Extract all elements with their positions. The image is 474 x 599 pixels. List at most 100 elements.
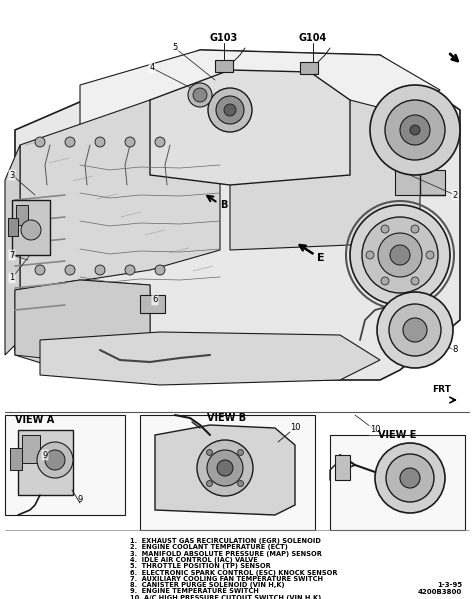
Circle shape — [411, 277, 419, 285]
Circle shape — [193, 88, 207, 102]
Circle shape — [377, 292, 453, 368]
Text: VIEW E: VIEW E — [378, 430, 416, 440]
Bar — [18, 430, 73, 495]
Polygon shape — [15, 50, 460, 380]
Circle shape — [362, 217, 438, 293]
Circle shape — [217, 460, 233, 476]
Circle shape — [155, 265, 165, 275]
Text: VIEW B: VIEW B — [208, 413, 246, 423]
Polygon shape — [150, 70, 350, 185]
Polygon shape — [40, 332, 380, 385]
Circle shape — [389, 304, 441, 356]
Circle shape — [35, 265, 45, 275]
Text: 9: 9 — [42, 450, 47, 459]
Text: 1-3-95: 1-3-95 — [437, 582, 462, 588]
Circle shape — [188, 83, 212, 107]
Circle shape — [21, 220, 41, 240]
Circle shape — [403, 318, 427, 342]
Text: 2: 2 — [452, 190, 457, 199]
Bar — [22, 435, 40, 463]
Text: 3: 3 — [9, 171, 15, 180]
Text: 5: 5 — [173, 44, 178, 53]
Circle shape — [381, 225, 389, 233]
Text: 10: 10 — [370, 425, 380, 434]
Circle shape — [400, 468, 420, 488]
Circle shape — [45, 450, 65, 470]
Circle shape — [350, 205, 450, 305]
Circle shape — [95, 137, 105, 147]
Circle shape — [216, 96, 244, 124]
Text: 10: 10 — [290, 423, 301, 432]
Text: 5.  THROTTLE POSITION (TP) SENSOR: 5. THROTTLE POSITION (TP) SENSOR — [130, 563, 271, 569]
Circle shape — [37, 442, 73, 478]
Circle shape — [237, 449, 244, 455]
Circle shape — [386, 454, 434, 502]
Text: 4.  IDLE AIR CONTROL (IAC) VALVE: 4. IDLE AIR CONTROL (IAC) VALVE — [130, 557, 258, 563]
Circle shape — [426, 251, 434, 259]
Circle shape — [385, 100, 445, 160]
Circle shape — [366, 251, 374, 259]
Circle shape — [208, 88, 252, 132]
Text: 4: 4 — [149, 63, 155, 72]
Text: G104: G104 — [299, 33, 327, 43]
Polygon shape — [15, 280, 150, 370]
Text: 8.  CANISTER PURGE SOLENOID (VIN H,K): 8. CANISTER PURGE SOLENOID (VIN H,K) — [130, 582, 284, 588]
Polygon shape — [230, 100, 420, 250]
Circle shape — [381, 277, 389, 285]
Bar — [330, 435, 465, 530]
Circle shape — [390, 245, 410, 265]
Text: 10. A/C HIGH PRESSURE CUTOUT SWITCH (VIN H,K): 10. A/C HIGH PRESSURE CUTOUT SWITCH (VIN… — [130, 595, 321, 599]
Circle shape — [95, 265, 105, 275]
Bar — [335, 455, 350, 480]
Bar — [10, 448, 22, 470]
Text: FRT: FRT — [432, 386, 451, 395]
Text: G103: G103 — [210, 33, 238, 43]
Polygon shape — [5, 145, 20, 355]
Circle shape — [207, 449, 212, 455]
Text: 7: 7 — [9, 250, 15, 259]
Bar — [8, 218, 18, 236]
Text: 1.  EXHAUST GAS RECIRCULATION (EGR) SOLENOID: 1. EXHAUST GAS RECIRCULATION (EGR) SOLEN… — [130, 538, 321, 544]
Polygon shape — [80, 50, 440, 130]
Bar — [215, 60, 233, 72]
Circle shape — [125, 137, 135, 147]
Text: 6: 6 — [152, 295, 158, 304]
Circle shape — [411, 225, 419, 233]
Text: VIEW A: VIEW A — [15, 415, 55, 425]
Circle shape — [65, 137, 75, 147]
Text: 4200B3800: 4200B3800 — [418, 589, 462, 595]
Polygon shape — [15, 280, 150, 375]
Circle shape — [237, 480, 244, 486]
Bar — [16, 205, 28, 225]
Bar — [140, 415, 315, 530]
Circle shape — [410, 125, 420, 135]
Bar — [140, 295, 165, 313]
Text: 8: 8 — [452, 346, 458, 355]
Text: 9.  ENGINE TEMPERATURE SWITCH: 9. ENGINE TEMPERATURE SWITCH — [130, 588, 259, 594]
Bar — [12, 200, 50, 255]
Circle shape — [375, 443, 445, 513]
Polygon shape — [20, 100, 220, 290]
Circle shape — [370, 85, 460, 175]
Text: E: E — [317, 253, 325, 263]
Circle shape — [197, 440, 253, 496]
Circle shape — [224, 104, 236, 116]
Text: 7.  AUXILIARY COOLING FAN TEMPERATURE SWITCH: 7. AUXILIARY COOLING FAN TEMPERATURE SWI… — [130, 576, 323, 582]
Text: 3.  MANIFOLD ABSOLUTE PRESSURE (MAP) SENSOR: 3. MANIFOLD ABSOLUTE PRESSURE (MAP) SENS… — [130, 550, 322, 556]
Circle shape — [155, 137, 165, 147]
Text: B: B — [220, 200, 228, 210]
Circle shape — [65, 265, 75, 275]
Circle shape — [400, 115, 430, 145]
Text: 6.  ELECTRONIC SPARK CONTROL (ESC) KNOCK SENSOR: 6. ELECTRONIC SPARK CONTROL (ESC) KNOCK … — [130, 570, 337, 576]
Text: 9: 9 — [77, 495, 82, 504]
Bar — [395, 170, 445, 195]
Circle shape — [35, 137, 45, 147]
Text: 1: 1 — [9, 274, 15, 283]
Bar — [5, 415, 125, 515]
Polygon shape — [155, 425, 295, 515]
Circle shape — [207, 450, 243, 486]
Text: 2.  ENGINE COOLANT TEMPERATURE (ECT): 2. ENGINE COOLANT TEMPERATURE (ECT) — [130, 544, 288, 550]
Circle shape — [207, 480, 212, 486]
Bar — [300, 62, 318, 74]
Circle shape — [378, 233, 422, 277]
